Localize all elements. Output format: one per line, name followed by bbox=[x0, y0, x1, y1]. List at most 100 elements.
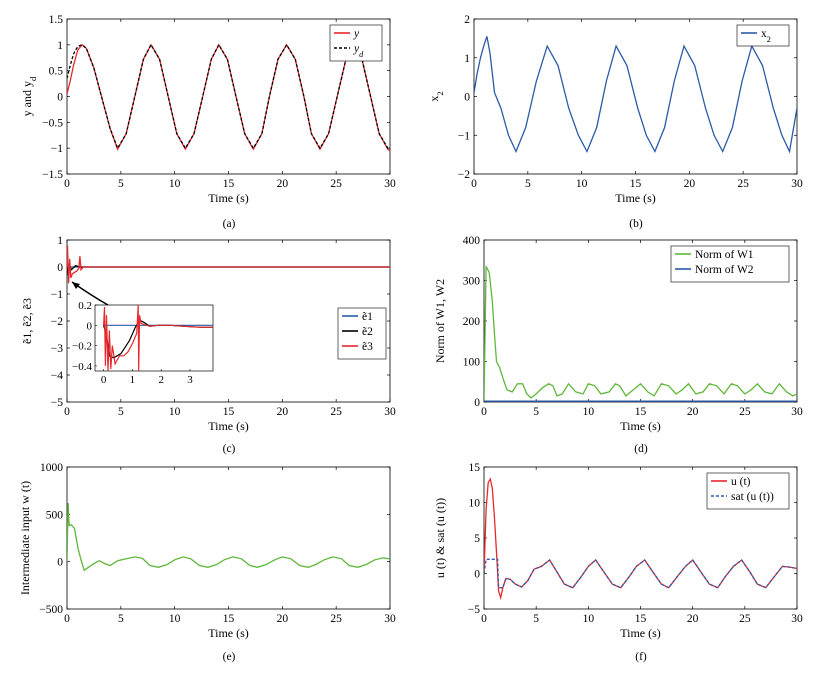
x-tick-label: 25 bbox=[330, 178, 342, 190]
legend-label: y bbox=[353, 28, 360, 40]
y-tick-label: −5 bbox=[51, 397, 63, 409]
y-tick-label: 100 bbox=[463, 357, 481, 369]
legend-label: ẽ1 bbox=[362, 311, 373, 323]
series-line-w bbox=[67, 502, 390, 572]
y-tick-label: −1.5 bbox=[42, 169, 63, 181]
y-tick-label: 1 bbox=[464, 53, 470, 65]
x-tick-label: 20 bbox=[687, 406, 699, 418]
series-line-y-d bbox=[67, 43, 390, 150]
inset-area bbox=[94, 304, 214, 372]
legend-label: Norm of W1 bbox=[695, 249, 754, 261]
legend-label: sat (u (t)) bbox=[731, 491, 774, 503]
x-tick-label: 0 bbox=[471, 178, 477, 190]
legend-label: ẽ2 bbox=[362, 326, 373, 338]
x-tick-label: 25 bbox=[739, 613, 751, 625]
y-tick-label: −1 bbox=[458, 130, 470, 142]
x-tick-label: 30 bbox=[384, 178, 396, 190]
x-tick-label: 10 bbox=[583, 613, 595, 625]
panel-caption: (d) bbox=[634, 443, 648, 455]
inset-x-tick-label: 1 bbox=[130, 374, 136, 386]
y-tick-label: 1.5 bbox=[49, 14, 64, 26]
y-tick-label: −5 bbox=[468, 604, 480, 616]
x-tick-label: 15 bbox=[223, 178, 235, 190]
y-tick-label: 15 bbox=[469, 462, 481, 474]
y-tick-label: 0 bbox=[57, 92, 63, 104]
x-tick-label: 10 bbox=[169, 613, 181, 625]
y-tick-label: −2 bbox=[51, 316, 63, 328]
x-tick-label: 15 bbox=[223, 406, 235, 418]
x-tick-label: 25 bbox=[330, 406, 342, 418]
y-tick-label: 0 bbox=[57, 262, 63, 274]
x-tick-label: 0 bbox=[481, 406, 487, 418]
y-axis-label: Norm of W1, W2 bbox=[433, 279, 447, 363]
legend: y yd bbox=[329, 24, 383, 62]
x-tick-label: 30 bbox=[791, 613, 803, 625]
y-tick-label: 1000 bbox=[40, 462, 63, 474]
x-tick-label: 5 bbox=[118, 613, 124, 625]
y-tick-label: −1 bbox=[51, 143, 63, 155]
y-tick-label: −2 bbox=[458, 169, 470, 181]
x-tick-label: 0 bbox=[64, 613, 70, 625]
y-tick-label: −3 bbox=[51, 343, 63, 355]
legend-label: Norm of W2 bbox=[695, 264, 754, 276]
inset-series-line bbox=[103, 305, 213, 371]
panel-caption: (b) bbox=[629, 218, 643, 230]
x-tick-label: 10 bbox=[583, 406, 595, 418]
y-axis-label: x2 bbox=[427, 91, 445, 101]
series-line-u-t- bbox=[484, 477, 797, 601]
x-tick-label: 25 bbox=[737, 178, 749, 190]
legend-box bbox=[736, 24, 790, 47]
panel-caption: (a) bbox=[223, 218, 236, 230]
legend-box bbox=[329, 24, 383, 62]
y-tick-label: −4 bbox=[51, 370, 63, 382]
panel-b: 0 5 10 15 20 25 30 −2 −1 0 1 2 Time (s) x2 (b) x2 bbox=[427, 14, 803, 230]
inset-y-tick-label: 0.2 bbox=[78, 300, 92, 312]
y-tick-label: 2 bbox=[464, 14, 470, 26]
inset-x-tick-label: 0 bbox=[101, 374, 107, 386]
x-axis-label: Time (s) bbox=[208, 626, 249, 640]
x-tick-label: 30 bbox=[791, 406, 803, 418]
legend: x2 bbox=[736, 24, 790, 47]
y-tick-label: 0 bbox=[474, 397, 480, 409]
legend-label: yd bbox=[353, 43, 364, 59]
x-tick-label: 5 bbox=[118, 178, 124, 190]
x-axis-label: Time (s) bbox=[208, 191, 249, 205]
x-tick-label: 20 bbox=[277, 406, 289, 418]
legend-box bbox=[706, 472, 790, 510]
y-tick-label: 0 bbox=[464, 92, 470, 104]
y-tick-label: 1 bbox=[57, 235, 63, 247]
x-tick-label: 0 bbox=[64, 178, 70, 190]
x-tick-label: 5 bbox=[533, 613, 539, 625]
zoom-arrow-head bbox=[72, 282, 80, 289]
x-tick-label: 30 bbox=[384, 406, 396, 418]
y-tick-label: −500 bbox=[39, 604, 63, 616]
y-tick-label: 400 bbox=[463, 235, 481, 247]
x-tick-label: 5 bbox=[525, 178, 531, 190]
y-axis-label: u (t) & sat (u (t)) bbox=[433, 498, 447, 578]
legend-label: u (t) bbox=[731, 476, 751, 488]
y-axis-label: ẽ1, ẽ2, ẽ3 bbox=[20, 298, 34, 344]
legend: Norm of W1 Norm of W2 bbox=[670, 245, 790, 283]
x-tick-label: 30 bbox=[791, 178, 803, 190]
series-line-x-2 bbox=[474, 36, 797, 154]
y-axis-label: y and yd bbox=[20, 76, 38, 116]
x-tick-label: 10 bbox=[169, 178, 181, 190]
x-tick-label: 10 bbox=[576, 178, 588, 190]
inset-x-tick-label: 2 bbox=[158, 374, 164, 386]
panel-caption: (f) bbox=[635, 651, 647, 663]
x-tick-label: 10 bbox=[169, 406, 181, 418]
x-tick-label: 30 bbox=[384, 613, 396, 625]
x-tick-label: 20 bbox=[277, 613, 289, 625]
y-tick-label: 300 bbox=[463, 276, 481, 288]
panel-a: 0 5 10 15 20 25 30 −1.5 −1 −0.5 0 0.5 1 1.5 Time (s) y … bbox=[20, 14, 396, 230]
plot-area bbox=[66, 466, 391, 610]
x-tick-label: 0 bbox=[64, 406, 70, 418]
legend-label: ẽ3 bbox=[362, 341, 373, 353]
inset-y-tick-label: 0 bbox=[87, 320, 93, 332]
panel-caption: (c) bbox=[223, 443, 236, 455]
x-axis-label: Time (s) bbox=[620, 419, 661, 433]
